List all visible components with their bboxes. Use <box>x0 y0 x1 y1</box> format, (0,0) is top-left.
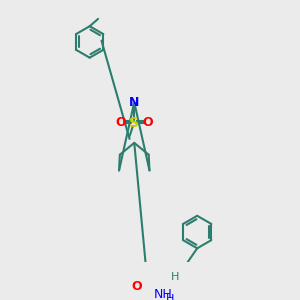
Text: S: S <box>129 116 139 130</box>
Text: H: H <box>171 272 179 282</box>
Text: O: O <box>143 116 154 129</box>
Text: O: O <box>115 116 126 129</box>
Text: H: H <box>166 294 174 300</box>
Text: NH: NH <box>154 288 172 300</box>
Text: O: O <box>131 280 142 293</box>
Text: N: N <box>129 96 140 109</box>
